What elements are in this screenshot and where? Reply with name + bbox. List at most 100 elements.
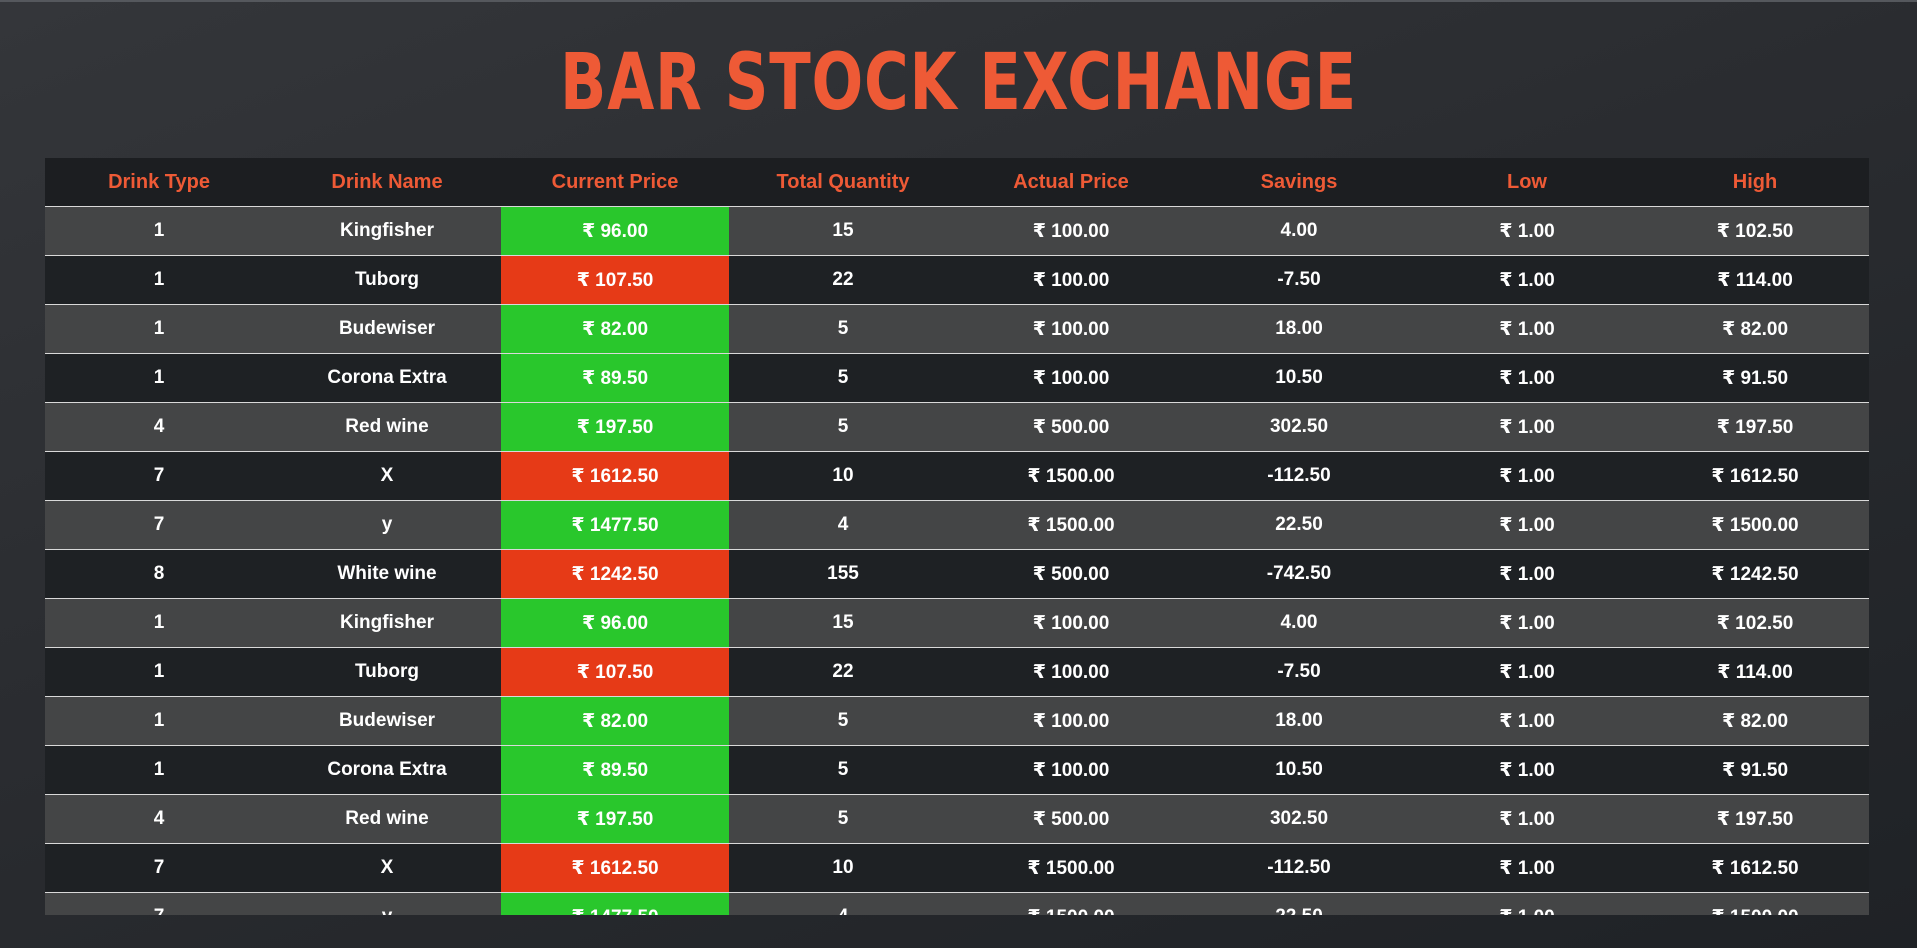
cell-drink-type: 8 (45, 549, 273, 599)
cell-high: ₹ 82.00 (1641, 304, 1869, 354)
cell-savings: 302.50 (1185, 402, 1413, 452)
cell-savings: 4.00 (1185, 206, 1413, 256)
cell-total-quantity: 10 (729, 843, 957, 893)
cell-high: ₹ 197.50 (1641, 402, 1869, 452)
cell-drink-name: Kingfisher (273, 206, 501, 256)
stock-table-container[interactable]: Drink Type Drink Name Current Price Tota… (45, 158, 1869, 915)
table-row: 1 Tuborg ₹ 107.50 22 ₹ 100.00 -7.50 ₹ 1.00 ₹ 11… (45, 647, 1869, 697)
cell-high: ₹ 114.00 (1641, 647, 1869, 697)
cell-actual-price: ₹ 100.00 (957, 696, 1185, 746)
cell-drink-name: Tuborg (273, 647, 501, 697)
cell-low: ₹ 1.00 (1413, 549, 1641, 599)
stock-table: Drink Type Drink Name Current Price Tota… (45, 158, 1869, 915)
cell-current-price: ₹ 1477.50 (501, 500, 729, 550)
cell-high: ₹ 91.50 (1641, 353, 1869, 403)
cell-drink-type: 7 (45, 892, 273, 915)
table-row: 1 Tuborg ₹ 107.50 22 ₹ 100.00 -7.50 ₹ 1.00 ₹ 11… (45, 255, 1869, 305)
cell-drink-name: Kingfisher (273, 598, 501, 648)
cell-drink-type: 1 (45, 647, 273, 697)
cell-current-price: ₹ 96.00 (501, 598, 729, 648)
cell-actual-price: ₹ 500.00 (957, 794, 1185, 844)
cell-high: ₹ 1612.50 (1641, 843, 1869, 893)
cell-drink-name: y (273, 500, 501, 550)
cell-savings: -112.50 (1185, 843, 1413, 893)
cell-total-quantity: 5 (729, 745, 957, 795)
table-row: 1 Budewiser ₹ 82.00 5 ₹ 100.00 18.00 ₹ 1.00 ₹ 8… (45, 696, 1869, 746)
cell-high: ₹ 197.50 (1641, 794, 1869, 844)
cell-low: ₹ 1.00 (1413, 598, 1641, 648)
cell-low: ₹ 1.00 (1413, 843, 1641, 893)
cell-high: ₹ 1242.50 (1641, 549, 1869, 599)
cell-savings: 22.50 (1185, 892, 1413, 915)
cell-drink-type: 1 (45, 598, 273, 648)
cell-low: ₹ 1.00 (1413, 696, 1641, 746)
cell-low: ₹ 1.00 (1413, 402, 1641, 452)
cell-drink-type: 1 (45, 255, 273, 305)
table-row: 7 X ₹ 1612.50 10 ₹ 1500.00 -112.50 ₹ 1.00 ₹ 161… (45, 843, 1869, 893)
table-row: 1 Budewiser ₹ 82.00 5 ₹ 100.00 18.00 ₹ 1.00 ₹ 8… (45, 304, 1869, 354)
cell-actual-price: ₹ 100.00 (957, 353, 1185, 403)
cell-total-quantity: 4 (729, 500, 957, 550)
cell-high: ₹ 1500.00 (1641, 500, 1869, 550)
cell-drink-name: X (273, 451, 501, 501)
cell-total-quantity: 5 (729, 696, 957, 746)
cell-actual-price: ₹ 1500.00 (957, 843, 1185, 893)
cell-drink-type: 1 (45, 353, 273, 403)
cell-total-quantity: 155 (729, 549, 957, 599)
cell-total-quantity: 22 (729, 647, 957, 697)
table-row: 4 Red wine ₹ 197.50 5 ₹ 500.00 302.50 ₹ 1.00 ₹ … (45, 794, 1869, 844)
cell-drink-name: Red wine (273, 794, 501, 844)
cell-drink-type: 1 (45, 206, 273, 256)
table-row: 4 Red wine ₹ 197.50 5 ₹ 500.00 302.50 ₹ 1.00 ₹ … (45, 402, 1869, 452)
cell-drink-type: 7 (45, 451, 273, 501)
cell-current-price: ₹ 197.50 (501, 402, 729, 452)
cell-high: ₹ 102.50 (1641, 206, 1869, 256)
cell-drink-type: 1 (45, 304, 273, 354)
header-low: Low (1413, 158, 1641, 207)
cell-current-price: ₹ 107.50 (501, 647, 729, 697)
cell-current-price: ₹ 82.00 (501, 696, 729, 746)
cell-drink-name: Corona Extra (273, 353, 501, 403)
cell-drink-name: X (273, 843, 501, 893)
cell-high: ₹ 82.00 (1641, 696, 1869, 746)
cell-actual-price: ₹ 1500.00 (957, 892, 1185, 915)
cell-drink-name: Tuborg (273, 255, 501, 305)
cell-total-quantity: 22 (729, 255, 957, 305)
cell-current-price: ₹ 1242.50 (501, 549, 729, 599)
cell-drink-type: 7 (45, 500, 273, 550)
table-row: 1 Corona Extra ₹ 89.50 5 ₹ 100.00 10.50 ₹ 1.00… (45, 745, 1869, 795)
cell-total-quantity: 5 (729, 794, 957, 844)
cell-actual-price: ₹ 100.00 (957, 304, 1185, 354)
cell-low: ₹ 1.00 (1413, 304, 1641, 354)
cell-actual-price: ₹ 1500.00 (957, 500, 1185, 550)
cell-current-price: ₹ 1477.50 (501, 892, 729, 915)
cell-actual-price: ₹ 500.00 (957, 549, 1185, 599)
cell-savings: 18.00 (1185, 304, 1413, 354)
cell-current-price: ₹ 1612.50 (501, 843, 729, 893)
cell-savings: -7.50 (1185, 255, 1413, 305)
cell-drink-type: 7 (45, 843, 273, 893)
cell-low: ₹ 1.00 (1413, 353, 1641, 403)
cell-total-quantity: 10 (729, 451, 957, 501)
cell-total-quantity: 5 (729, 304, 957, 354)
cell-savings: 18.00 (1185, 696, 1413, 746)
header-savings: Savings (1185, 158, 1413, 207)
cell-high: ₹ 91.50 (1641, 745, 1869, 795)
cell-savings: -742.50 (1185, 549, 1413, 599)
table-row: 1 Corona Extra ₹ 89.50 5 ₹ 100.00 10.50 ₹ 1.00… (45, 353, 1869, 403)
cell-savings: -7.50 (1185, 647, 1413, 697)
table-row: 8 White wine ₹ 1242.50 155 ₹ 500.00 -742.50 ₹ … (45, 549, 1869, 599)
cell-actual-price: ₹ 100.00 (957, 206, 1185, 256)
header-drink-name: Drink Name (273, 158, 501, 207)
cell-current-price: ₹ 89.50 (501, 745, 729, 795)
cell-drink-name: White wine (273, 549, 501, 599)
header-high: High (1641, 158, 1869, 207)
header-total-quantity: Total Quantity (729, 158, 957, 207)
cell-low: ₹ 1.00 (1413, 255, 1641, 305)
cell-low: ₹ 1.00 (1413, 206, 1641, 256)
cell-savings: 22.50 (1185, 500, 1413, 550)
header-drink-type: Drink Type (45, 158, 273, 207)
cell-low: ₹ 1.00 (1413, 892, 1641, 915)
cell-current-price: ₹ 197.50 (501, 794, 729, 844)
cell-total-quantity: 4 (729, 892, 957, 915)
